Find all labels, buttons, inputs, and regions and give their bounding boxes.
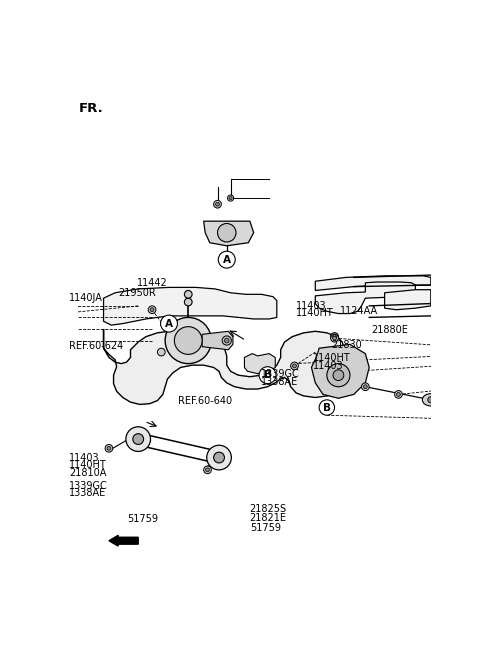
Text: 11442: 11442	[137, 278, 168, 288]
Text: 1140HT: 1140HT	[312, 353, 350, 363]
Text: REF.60-640: REF.60-640	[178, 396, 232, 406]
Text: B: B	[264, 370, 272, 380]
Text: 1339GC: 1339GC	[261, 369, 300, 379]
Circle shape	[107, 446, 111, 450]
Circle shape	[148, 306, 156, 314]
Circle shape	[319, 400, 335, 415]
Text: 11403: 11403	[312, 361, 343, 371]
Text: 1140JA: 1140JA	[69, 293, 103, 304]
Circle shape	[291, 362, 299, 370]
Polygon shape	[244, 354, 275, 374]
Text: B: B	[323, 403, 331, 413]
Circle shape	[361, 383, 369, 390]
Circle shape	[160, 315, 178, 332]
Text: A: A	[165, 319, 173, 329]
Circle shape	[259, 367, 276, 384]
Circle shape	[225, 338, 229, 343]
Text: 51759: 51759	[250, 523, 281, 533]
Text: FR.: FR.	[79, 102, 104, 115]
Circle shape	[331, 335, 338, 342]
Circle shape	[165, 318, 211, 363]
Circle shape	[333, 370, 344, 380]
Circle shape	[157, 348, 165, 356]
Circle shape	[126, 427, 151, 451]
Text: REF.60-624: REF.60-624	[69, 341, 123, 352]
Text: 51759: 51759	[127, 514, 158, 524]
Circle shape	[395, 390, 402, 398]
Text: 1338AE: 1338AE	[69, 488, 107, 498]
Circle shape	[174, 327, 202, 354]
Circle shape	[293, 364, 297, 368]
Circle shape	[228, 195, 234, 201]
Circle shape	[133, 434, 144, 445]
Polygon shape	[384, 290, 431, 310]
Circle shape	[222, 336, 231, 345]
Circle shape	[331, 333, 338, 340]
Polygon shape	[104, 329, 350, 405]
Circle shape	[214, 200, 221, 208]
Circle shape	[217, 224, 236, 242]
Circle shape	[105, 445, 113, 452]
Circle shape	[184, 298, 192, 306]
Text: 21825S: 21825S	[250, 504, 287, 514]
Text: 21880E: 21880E	[372, 325, 408, 335]
Circle shape	[396, 392, 400, 396]
Ellipse shape	[422, 394, 439, 406]
Text: 11403: 11403	[296, 300, 326, 310]
Text: A: A	[223, 255, 231, 264]
Text: 1339GC: 1339GC	[69, 481, 108, 491]
Circle shape	[214, 452, 225, 463]
Circle shape	[224, 260, 230, 266]
Circle shape	[229, 197, 232, 199]
Circle shape	[331, 333, 338, 340]
Text: 1140HT: 1140HT	[296, 308, 333, 318]
Polygon shape	[202, 331, 233, 350]
Polygon shape	[104, 287, 277, 325]
Text: 1140HT: 1140HT	[69, 460, 107, 470]
Polygon shape	[315, 282, 415, 314]
Circle shape	[205, 468, 209, 472]
Text: 1338AE: 1338AE	[261, 377, 298, 387]
Circle shape	[333, 337, 336, 340]
FancyArrow shape	[109, 535, 138, 546]
Circle shape	[184, 291, 192, 298]
Circle shape	[216, 202, 219, 206]
Circle shape	[333, 335, 336, 338]
Circle shape	[327, 363, 350, 387]
Polygon shape	[204, 221, 254, 246]
Text: 1124AA: 1124AA	[340, 306, 378, 316]
Text: 21821E: 21821E	[250, 513, 287, 523]
Text: 11403: 11403	[69, 453, 100, 462]
Text: 21830: 21830	[331, 340, 362, 350]
Polygon shape	[315, 276, 431, 291]
Polygon shape	[312, 344, 369, 398]
Text: 21810A: 21810A	[69, 468, 107, 478]
Circle shape	[428, 397, 434, 403]
Text: 21950R: 21950R	[119, 289, 156, 298]
Circle shape	[207, 445, 231, 470]
Circle shape	[218, 251, 235, 268]
Circle shape	[363, 385, 367, 388]
Circle shape	[150, 308, 154, 312]
Circle shape	[204, 466, 211, 474]
